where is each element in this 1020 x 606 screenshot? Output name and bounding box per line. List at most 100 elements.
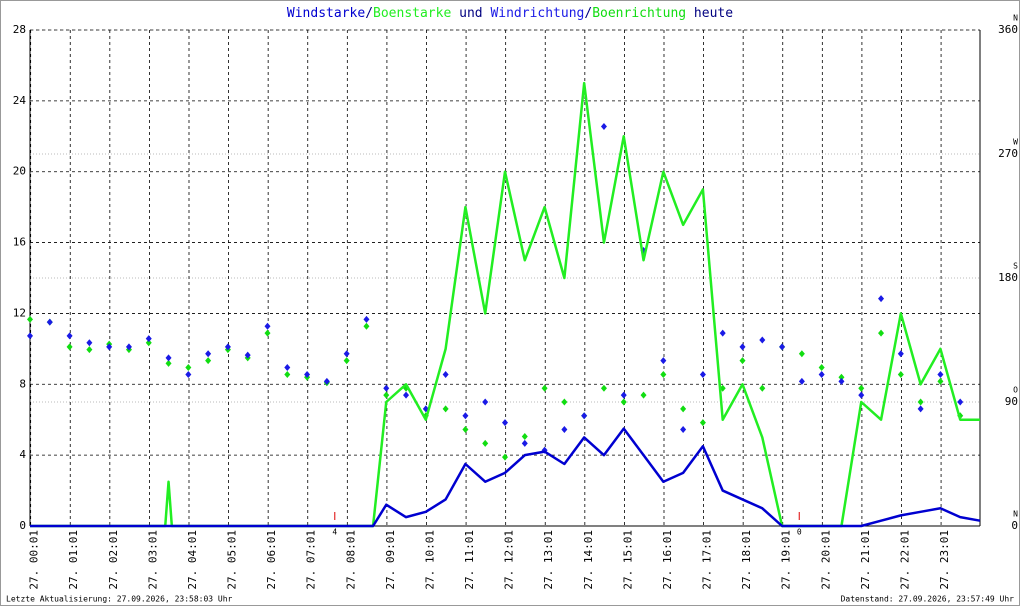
direction-point — [541, 384, 548, 392]
direction-point — [699, 419, 706, 427]
direction-point — [462, 426, 469, 434]
direction-point — [838, 377, 845, 385]
direction-point — [106, 343, 113, 351]
x-tick-label: 27. 20:01 — [819, 530, 832, 590]
direction-point — [363, 315, 370, 323]
x-tick-label: 27. 23:01 — [938, 530, 951, 590]
direction-point — [878, 295, 885, 303]
y2-tick-label: 90 — [1005, 395, 1018, 408]
direction-point — [403, 391, 410, 399]
direction-point — [343, 357, 350, 365]
direction-point — [185, 370, 192, 378]
direction-point — [442, 370, 449, 378]
y-tick-label: 20 — [13, 165, 26, 178]
y-tick-label: 12 — [13, 306, 26, 319]
direction-point — [699, 370, 706, 378]
direction-point — [581, 412, 588, 420]
direction-point — [561, 398, 568, 406]
y2-tick-label: 180 — [998, 271, 1018, 284]
x-tick-label: 27. 21:01 — [859, 530, 872, 590]
direction-point — [878, 329, 885, 337]
direction-point — [739, 357, 746, 365]
direction-point — [264, 322, 271, 330]
direction-point — [482, 398, 489, 406]
x-tick-label: 27. 04:01 — [186, 530, 199, 590]
direction-point — [897, 350, 904, 358]
x-tick-label: 27. 10:01 — [423, 530, 436, 590]
direction-point — [858, 391, 865, 399]
y-tick-label: 16 — [13, 236, 26, 249]
direction-point — [323, 377, 330, 385]
y-tick-label: 28 — [13, 23, 26, 36]
x-tick-label: 27. 12:01 — [503, 530, 516, 590]
direction-point — [818, 370, 825, 378]
direction-point — [937, 370, 944, 378]
direction-point — [86, 339, 93, 347]
x-tick-label: 27. 02:01 — [107, 530, 120, 590]
direction-point — [145, 335, 152, 343]
title-part: heute — [686, 6, 733, 21]
y2-direction-label: N — [1013, 14, 1018, 23]
title-part: Windstarke — [287, 6, 365, 21]
annotation: 4 — [332, 528, 337, 537]
direction-point — [521, 432, 528, 440]
direction-point — [442, 405, 449, 413]
x-tick-label: 27. 05:01 — [226, 530, 239, 590]
direction-point — [482, 439, 489, 447]
direction-point — [343, 350, 350, 358]
direction-point — [363, 322, 370, 330]
direction-point — [680, 426, 687, 434]
title-part: / — [584, 6, 592, 21]
direction-point — [244, 351, 251, 359]
series-line — [30, 81, 980, 528]
direction-point — [640, 391, 647, 399]
y2-direction-label: O — [1013, 386, 1018, 395]
direction-point — [937, 377, 944, 385]
direction-point — [957, 398, 964, 406]
chart-title: Windstarke/Boenstarke und Windrichtung/B… — [287, 6, 733, 21]
direction-point — [798, 377, 805, 385]
y-tick-label: 24 — [13, 94, 27, 107]
direction-point — [205, 357, 212, 365]
direction-point — [660, 370, 667, 378]
x-tick-label: 27. 06:01 — [265, 530, 278, 590]
title-part: / — [365, 6, 373, 21]
direction-point — [27, 315, 33, 323]
direction-point — [561, 426, 568, 434]
series-line — [30, 427, 981, 528]
direction-point — [383, 391, 390, 399]
title-part: und — [451, 6, 490, 21]
direction-point — [897, 370, 904, 378]
y-tick-label: 8 — [19, 377, 26, 390]
y-tick-label: 4 — [19, 448, 26, 461]
direction-point — [917, 398, 924, 406]
x-tick-label: 27. 09:01 — [384, 530, 397, 590]
direction-point — [66, 343, 73, 351]
y2-direction-label: S — [1013, 262, 1018, 271]
x-tick-label: 27. 22:01 — [898, 530, 911, 590]
direction-point — [759, 384, 766, 392]
direction-point — [739, 343, 746, 351]
direction-point — [383, 384, 390, 392]
direction-point — [818, 364, 825, 372]
direction-point — [46, 318, 53, 326]
direction-point — [858, 384, 865, 392]
y2-tick-label: 360 — [998, 23, 1018, 36]
direction-point — [86, 346, 93, 354]
title-part: Boenstarke — [373, 6, 451, 21]
x-tick-label: 27. 07:01 — [305, 530, 318, 590]
annotation: 0 — [797, 528, 802, 537]
y-tick-label: 0 — [19, 519, 26, 532]
direction-point — [125, 343, 132, 351]
x-tick-label: 27. 15:01 — [621, 530, 634, 590]
direction-point — [600, 384, 607, 392]
title-part: Windrichtung — [490, 6, 584, 21]
direction-point — [620, 398, 627, 406]
direction-point — [620, 391, 627, 399]
x-tick-label: 27. 16:01 — [661, 530, 674, 590]
x-tick-label: 27. 13:01 — [542, 530, 555, 590]
x-tick-label: 27. 14:01 — [582, 530, 595, 590]
direction-point — [660, 357, 667, 365]
direction-point — [284, 364, 291, 372]
